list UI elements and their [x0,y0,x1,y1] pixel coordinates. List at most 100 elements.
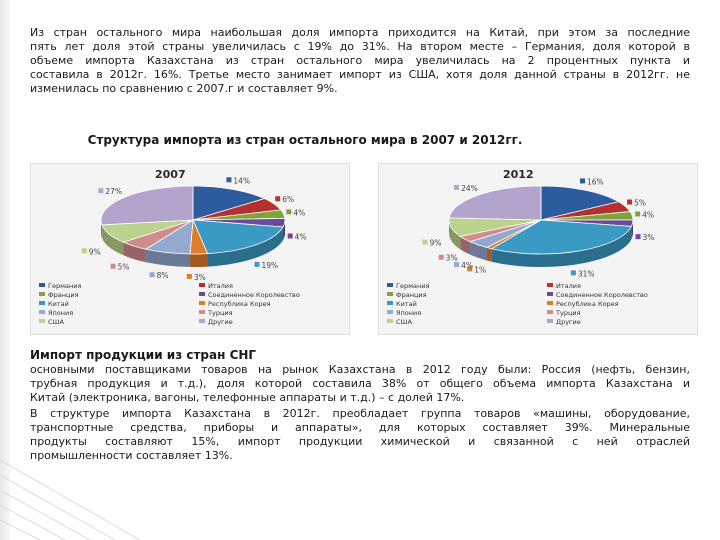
legend-swatch [199,301,205,305]
legend-entry: Германия [48,282,81,290]
data-label: 3% [194,273,206,282]
cis-paragraph-1: основными поставщиками товаров на рынок … [30,363,690,405]
intro-line: Из стран остального мира наибольшая доля… [30,26,690,39]
cis-paragraph-2: В структуре импорта Казахстана в 2012г. … [30,407,690,463]
label-swatch [254,261,260,267]
legend-swatch [387,301,393,305]
label-swatch [580,178,586,184]
legend-entry: Франция [48,291,79,299]
data-label: 24% [461,184,478,193]
legend-swatch [547,292,553,296]
data-label: 31% [578,269,595,278]
label-swatch [570,270,576,276]
intro-line: объеме импорта Казахстана из стран остал… [30,54,690,67]
legend-entry: Соединенное Королевство [556,291,648,299]
legend-swatch [387,310,393,314]
pie-slice-side-Турция [123,242,146,263]
cis-line: промышленности составляет 13%. [30,449,233,462]
legend-swatch [387,292,393,296]
data-label: 14% [233,176,250,185]
label-swatch [275,196,281,202]
legend-swatch [39,319,45,323]
chart-section-heading-text: Структура импорта из стран остального ми… [87,133,523,147]
cis-line: основными поставщиками товаров на рынок … [30,363,690,376]
pie-slice-side-США [449,220,461,250]
legend-entry: Республика Корея [556,300,619,308]
pie-chart-2007: 2007 14% 6% 4% 4% 19% 3% 8% 5% 9% 27% Германия Итали… [30,163,350,335]
label-swatch [226,177,232,183]
data-label: 3% [446,254,458,263]
legend-swatch [39,292,45,296]
pie-slice-Германия [192,185,266,221]
chart-title: 2012 [503,168,534,181]
legend-swatch [387,319,393,323]
label-swatch [454,184,460,190]
label-swatch [186,273,192,279]
label-swatch [110,263,116,269]
decorative-lines [0,459,140,540]
chart-title: 2007 [155,168,186,181]
legend-swatch [39,310,45,314]
legend-entry: Соединенное Королевство [208,291,300,299]
cis-line: транспортные средства, приборы и аппарат… [30,421,690,434]
left-decorative-stripe [0,0,10,540]
cis-line: трубная продукция и т.д.), доля которой … [30,377,690,390]
legend-entry: Другие [556,318,581,326]
legend-swatch [39,301,45,305]
data-label: 27% [105,187,122,196]
legend-entry: США [48,318,64,326]
legend-swatch [199,283,205,287]
legend-entry: Другие [208,318,233,326]
data-label: 19% [262,261,279,270]
pie-slice-side-Соединенное Королевство [631,220,633,240]
intro-line: пять лет доля этой страны увеличилась с … [30,40,690,53]
label-swatch [149,272,155,278]
legend-swatch [199,319,205,323]
legend-entry: Турция [555,309,581,317]
pie-slice-side-Республика Корея [486,247,492,262]
legend-swatch [547,319,553,323]
legend-swatch [547,310,553,314]
pie-chart-2012: 2012 16% 5% 4% 3% 31% 1% 4% 3% 9% 24% Германия Итали… [378,163,698,335]
data-label: 6% [282,195,294,204]
cis-line: В структуре импорта Казахстана в 2012г. … [30,407,690,420]
data-label: 5% [118,263,130,272]
legend-swatch [39,283,45,287]
data-label: 5% [634,199,646,208]
intro-line: изменилась по сравнению с 2007.г и соста… [30,82,338,95]
legend-swatch [199,310,205,314]
pie-slice-side-Республика Корея [190,253,208,267]
legend-swatch [547,283,553,287]
label-swatch [635,234,641,240]
label-swatch [467,266,473,272]
legend-swatch [547,301,553,305]
legend-entry: Китай [396,300,417,308]
label-swatch [627,199,633,205]
legend-entry: США [396,318,412,326]
legend-entry: Италия [556,282,581,290]
legend-swatch [199,292,205,296]
cis-line: продукты составляют 15%, импорт продукци… [30,435,690,448]
data-label: 1% [474,265,486,274]
legend-entry: Франция [396,291,427,299]
label-swatch [454,262,460,268]
data-label: 4% [295,232,307,241]
data-label: 9% [430,239,442,248]
pie-slice-Китай [192,219,284,254]
legend-entry: Республика Корея [208,300,271,308]
legend-entry: Германия [396,282,429,290]
legend-entry: Япония [48,309,73,317]
pie-slice-side-Китай [491,226,632,267]
pie-chart-2007-svg: 2007 14% 6% 4% 4% 19% 3% 8% 5% 9% 27% Германия Итали… [39,168,307,326]
data-label: 4% [642,210,654,219]
pie-slice-side-Соединенное Королевство [283,220,285,240]
pie-slice-Другие [100,185,194,226]
label-swatch [635,211,641,217]
chart-section-heading: Структура импорта из стран остального ми… [0,133,720,147]
intro-paragraph: Из стран остального мира наибольшая доля… [30,26,690,96]
cis-import-heading: Импорт продукции из стран СНГ [30,348,257,362]
legend-entry: Япония [396,309,421,317]
label-swatch [81,248,87,254]
data-label: 4% [293,208,305,217]
